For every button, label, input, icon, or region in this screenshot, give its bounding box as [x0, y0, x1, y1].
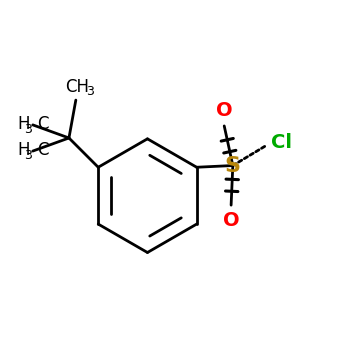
Text: H: H — [18, 141, 30, 159]
Text: Cl: Cl — [271, 133, 292, 152]
Text: C: C — [37, 141, 48, 159]
Text: 3: 3 — [24, 149, 32, 162]
Text: 3: 3 — [24, 123, 32, 136]
Text: O: O — [223, 211, 239, 230]
Text: 3: 3 — [86, 85, 94, 98]
Text: S: S — [225, 155, 241, 176]
Text: O: O — [216, 102, 232, 120]
Text: C: C — [37, 114, 48, 133]
Text: CH: CH — [65, 78, 90, 96]
Text: H: H — [18, 114, 30, 133]
